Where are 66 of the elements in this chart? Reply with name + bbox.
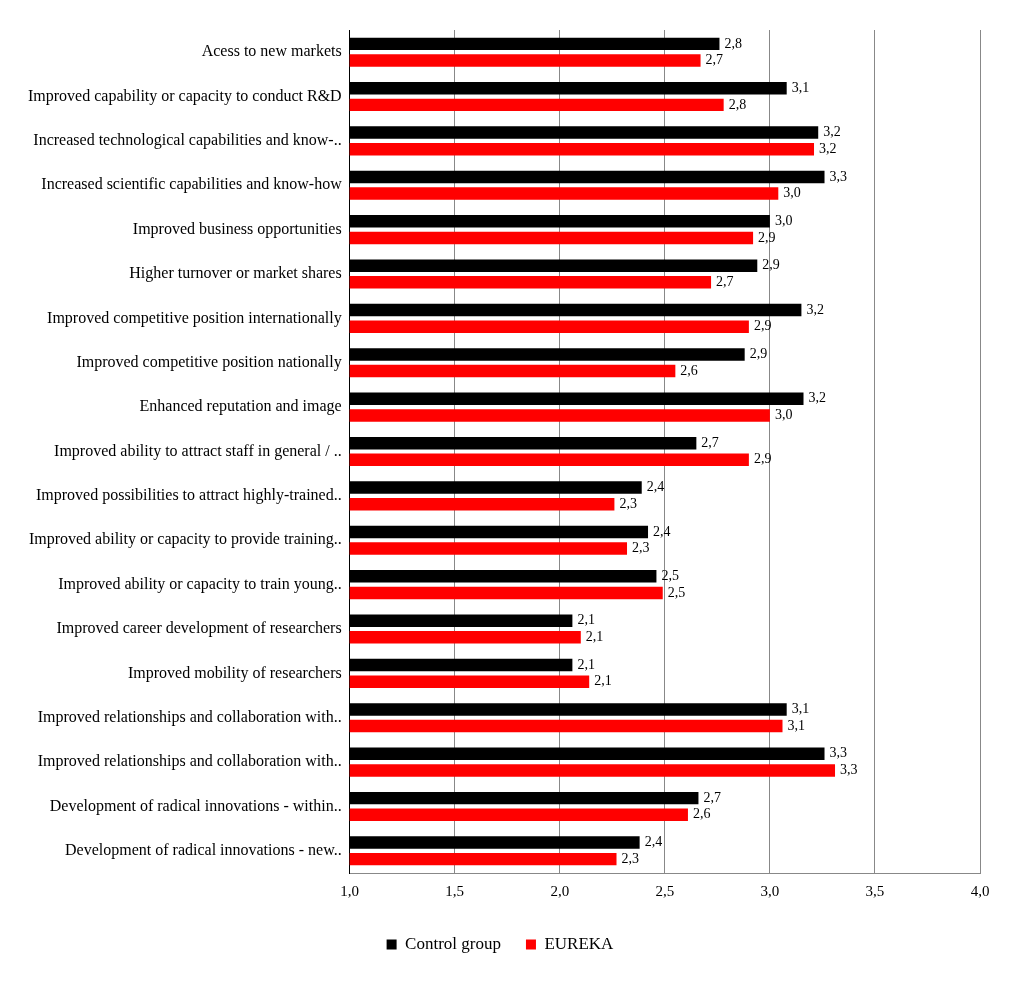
data-label: 2,9: [762, 257, 780, 273]
data-label: 2,4: [646, 479, 665, 495]
data-label: 3,0: [774, 407, 793, 423]
x-tick-label: 2,0: [550, 882, 570, 899]
y-tick-label: Improved ability or capacity to train young..: [58, 574, 342, 593]
x-tick-label: 2,5: [655, 882, 675, 899]
data-label: 2,8: [728, 96, 747, 112]
data-label: 2,1: [585, 628, 604, 644]
data-label: 2,5: [667, 584, 686, 600]
data-label: 2,9: [749, 346, 768, 362]
y-tick-label: Increased scientific capabilities and know-how: [41, 175, 343, 194]
data-label: 2,5: [661, 567, 679, 583]
data-label: 3,1: [791, 701, 810, 717]
y-tick-label: Increased technological capabilities and know-..: [33, 131, 342, 150]
y-tick-label: Development of radical innovations - new..: [65, 841, 342, 860]
data-label: 2,1: [594, 673, 612, 689]
data-label: 2,4: [653, 523, 671, 539]
data-label: 3,2: [806, 301, 824, 317]
y-tick-label: Development of radical innovations - within..: [49, 796, 342, 815]
y-tick-label: Improved capability or capacity to conduct R&D: [27, 86, 342, 105]
data-label: 2,3: [621, 850, 640, 866]
data-label: 3,0: [774, 213, 793, 229]
y-tick-label: Improved competitive position nationally: [76, 352, 342, 371]
data-label: 2,9: [753, 318, 772, 334]
data-label: 3,2: [823, 124, 841, 140]
data-label: 3,2: [819, 140, 837, 156]
y-tick-label: Improved relationships and collaboration with..: [37, 707, 342, 726]
data-label: 3,1: [787, 717, 805, 733]
y-tick-label: Acess to new markets: [201, 42, 342, 60]
x-tick-label: 1,5: [445, 882, 465, 899]
data-label: 2,4: [644, 834, 663, 850]
data-label: 2,9: [758, 229, 776, 245]
x-tick-label: 3,5: [865, 882, 885, 899]
legend-label: EUREKA: [544, 933, 615, 953]
data-label: 2,8: [724, 35, 742, 51]
data-label: 3,1: [791, 79, 810, 95]
y-tick-label: Improved ability to attract staff in general / ..: [54, 441, 342, 460]
x-tick-label: 3,0: [760, 882, 780, 899]
data-label: 3,3: [840, 762, 858, 778]
data-label: 2,3: [619, 495, 637, 511]
data-label: 2,3: [632, 540, 650, 556]
data-label: 2,6: [680, 362, 698, 378]
data-label: 3,3: [829, 745, 848, 761]
data-label: 2,7: [701, 434, 719, 450]
data-label: 2,9: [753, 451, 772, 467]
y-tick-label: Improved possibilities to attract highly-trained..: [35, 486, 342, 505]
y-tick-label: Improved career development of researchers: [56, 619, 342, 638]
x-tick-label: 4,0: [970, 882, 990, 899]
y-tick-label: Improved relationships and collaboration with..: [37, 752, 342, 771]
x-tick-label: 1,0: [340, 882, 360, 899]
data-label: 2,1: [577, 612, 595, 628]
legend-label: Control group: [405, 933, 501, 953]
y-tick-label: Improved mobility of researchers: [127, 663, 342, 682]
data-label: 3,0: [783, 185, 801, 201]
y-tick-label: Improved ability or capacity to provide training..: [28, 530, 342, 549]
y-tick-label: Improved business opportunities: [132, 219, 342, 238]
data-label: 2,1: [577, 656, 595, 672]
data-label: 2,7: [703, 789, 721, 805]
data-label: 3,2: [808, 390, 827, 406]
data-label: 2,6: [692, 806, 711, 822]
y-tick-label: Enhanced reputation and image: [139, 397, 342, 416]
data-label: 2,7: [705, 52, 724, 68]
data-label: 2,7: [716, 274, 734, 290]
data-label: 3,3: [829, 168, 848, 184]
y-tick-label: Improved competitive position internationally: [47, 308, 342, 327]
y-tick-label: Higher turnover or market shares: [129, 264, 342, 283]
